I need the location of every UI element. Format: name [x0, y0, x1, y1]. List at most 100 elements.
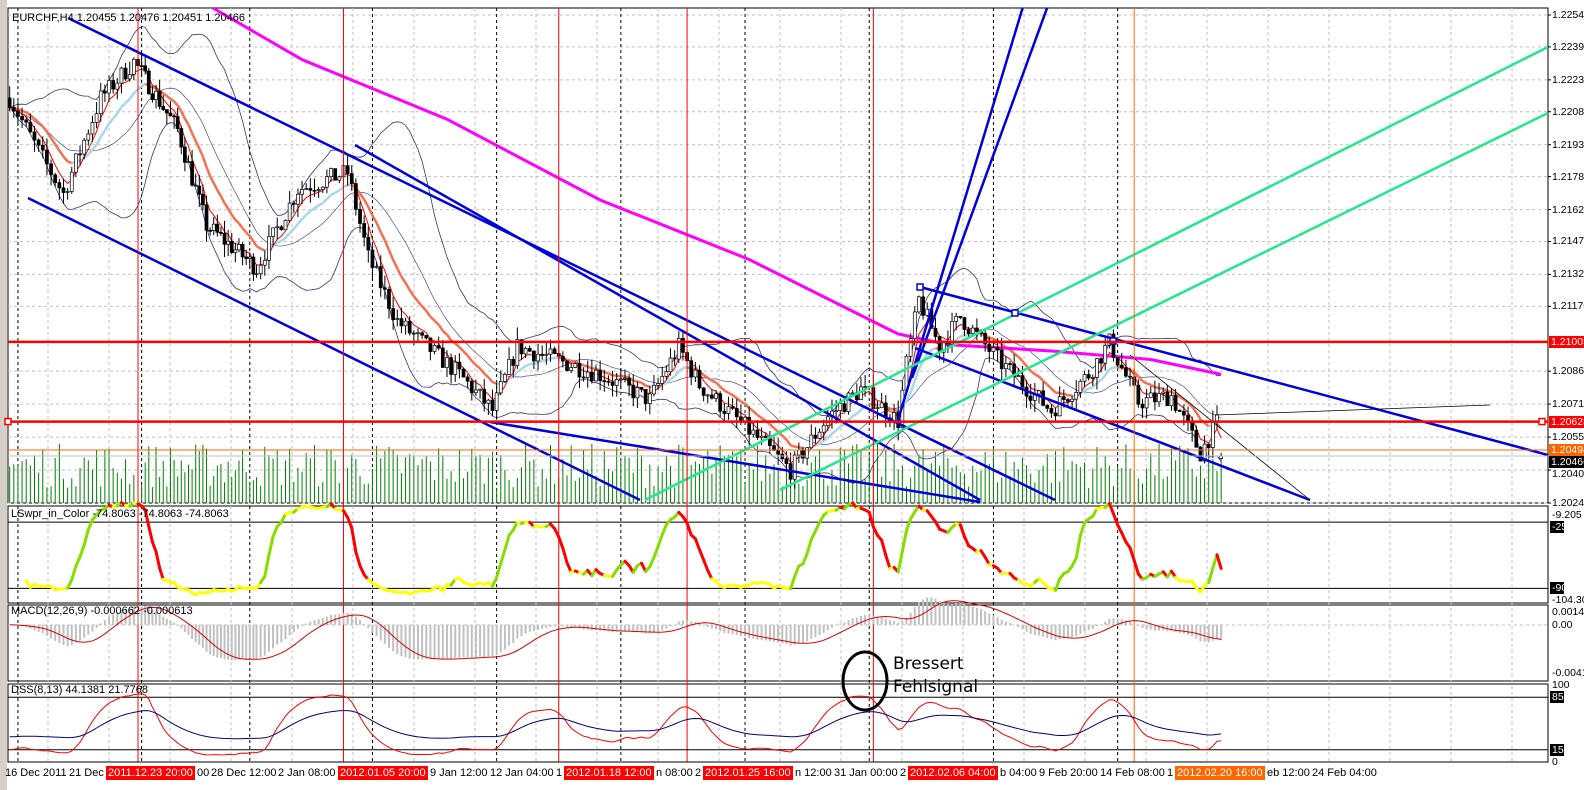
- candle: [958, 316, 963, 320]
- candle-body: [999, 349, 1004, 370]
- candle-body: [90, 122, 95, 135]
- candle: [86, 129, 91, 146]
- candle: [267, 224, 271, 270]
- candle-body: [391, 308, 395, 321]
- candle-body: [208, 229, 212, 232]
- candle: [40, 136, 45, 159]
- candle: [349, 165, 354, 191]
- lswpr-segment: [263, 553, 271, 578]
- ma-slow-segment: [818, 439, 825, 445]
- candle: [933, 317, 938, 343]
- candle-body: [190, 161, 194, 186]
- candle-body: [639, 387, 644, 390]
- candle: [424, 334, 429, 340]
- candle-body: [229, 240, 234, 253]
- annotation-text-bressert[interactable]: Bressert: [893, 654, 964, 674]
- candle-body: [921, 296, 925, 316]
- candle: [1045, 404, 1050, 413]
- candle-body: [1037, 390, 1041, 395]
- ma-slow-segment: [541, 358, 547, 363]
- candle: [312, 178, 317, 197]
- price-axis-label: 1.22540: [1552, 9, 1584, 21]
- candle-body: [917, 296, 921, 313]
- candle: [1119, 352, 1124, 370]
- candle: [1099, 357, 1103, 373]
- price-marker-1.20628[interactable]: 1.20628: [1549, 415, 1584, 428]
- ma-slow-segment: [731, 394, 738, 400]
- candle: [197, 175, 202, 207]
- ma-slow-segment: [607, 372, 614, 377]
- candle: [921, 286, 925, 320]
- candle-body: [183, 146, 187, 163]
- candle: [74, 153, 78, 177]
- lswpr-segment: [1215, 553, 1223, 570]
- candle: [320, 186, 325, 193]
- candle: [1194, 425, 1199, 448]
- lswpr-segment: [491, 575, 499, 588]
- time-marker-label[interactable]: 2012.02.20 16:00: [1175, 766, 1265, 780]
- ma-slow-segment: [988, 336, 994, 341]
- candle-body: [954, 316, 959, 322]
- candle-body: [1090, 377, 1095, 379]
- candle: [478, 388, 482, 399]
- candle-body: [308, 188, 313, 191]
- candle-body: [247, 256, 252, 259]
- ma-slow-segment: [1100, 374, 1107, 382]
- price-marker-1.20466[interactable]: 1.20466: [1549, 456, 1584, 469]
- ma-slow-segment: [433, 319, 440, 326]
- ma-slow-segment: [103, 122, 111, 132]
- candle-body: [1119, 364, 1124, 369]
- time-marker-label[interactable]: 2012.01.18 12:00: [564, 766, 654, 780]
- ma-slow-segment: [727, 391, 734, 397]
- candle: [204, 195, 209, 242]
- lswpr-segment: [74, 555, 82, 568]
- candle: [1148, 386, 1153, 399]
- candle-body: [801, 449, 805, 459]
- candle-body: [428, 337, 433, 352]
- time-marker-label[interactable]: 2012.02.06 04:00: [908, 766, 998, 780]
- candle-body: [345, 165, 350, 174]
- ma-slow-segment: [632, 379, 638, 383]
- lswpr-segment: [871, 525, 880, 537]
- candle-body: [635, 387, 640, 399]
- candle-body: [465, 376, 470, 382]
- candle: [461, 367, 466, 378]
- ma-slow-segment: [209, 175, 215, 184]
- candle: [36, 138, 41, 152]
- candle: [598, 360, 602, 391]
- candle-body: [490, 399, 495, 411]
- candle: [287, 191, 292, 223]
- candle-body: [420, 332, 424, 336]
- price-marker-1.21003[interactable]: 1.21003: [1549, 335, 1584, 348]
- annotation-text-fehlsignal[interactable]: Fehlsignal: [893, 677, 979, 697]
- ma-slow-segment: [645, 384, 651, 389]
- candle-body: [32, 131, 37, 141]
- time-marker-label[interactable]: 2011.12.23 20:00: [106, 766, 195, 780]
- ma-slow-segment: [719, 385, 726, 392]
- candle-body: [387, 288, 391, 309]
- price-marker-1.20494[interactable]: 1.20494: [1549, 444, 1584, 457]
- ma-slow-segment: [512, 370, 519, 378]
- ma-slow-segment: [198, 147, 205, 158]
- candle-body: [262, 260, 267, 266]
- time-marker-label[interactable]: 2012.01.05 20:00: [338, 766, 428, 780]
- candle: [573, 361, 578, 369]
- candle: [175, 107, 180, 132]
- time-marker-label[interactable]: 2012.01.25 16:00: [703, 766, 793, 780]
- candle-body: [107, 80, 111, 94]
- candle: [325, 169, 329, 194]
- lswpr-segment: [267, 534, 275, 557]
- ma-slow-segment: [769, 423, 775, 429]
- candle-body: [146, 70, 151, 95]
- candle: [975, 318, 979, 341]
- green-channel-lower: [644, 45, 1548, 502]
- lswpr-segment: [1116, 523, 1124, 535]
- lswpr-segment: [685, 521, 693, 537]
- ma-slow-segment: [773, 427, 779, 433]
- ma-slow-segment: [889, 407, 895, 411]
- candle-body: [424, 334, 429, 339]
- ma-slow-segment: [1079, 389, 1086, 395]
- candle: [370, 243, 375, 280]
- candle-body: [792, 454, 797, 480]
